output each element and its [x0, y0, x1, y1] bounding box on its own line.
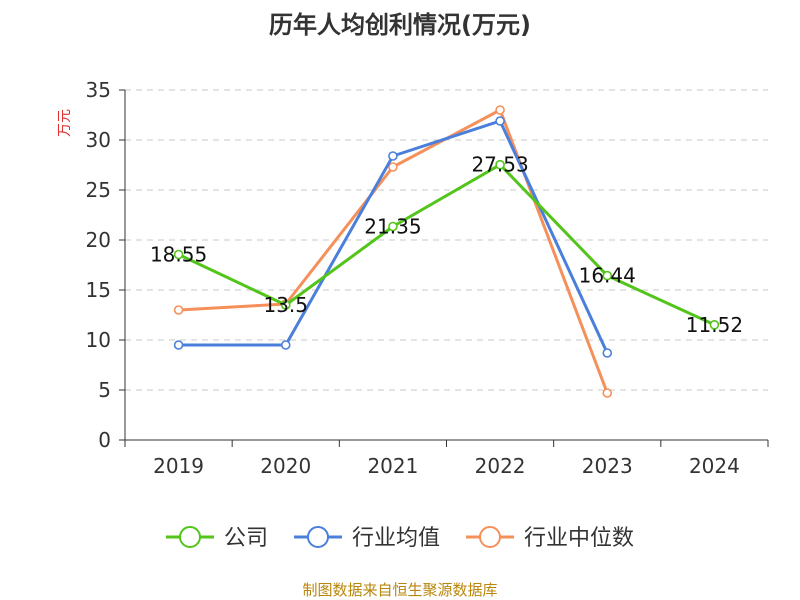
y-axis-label: 万元: [57, 109, 73, 137]
x-tick-label: 2021: [367, 454, 418, 478]
x-tick-label: 2019: [153, 454, 204, 478]
legend-marker: [307, 526, 329, 548]
y-tick-label: 10: [86, 328, 111, 352]
x-tick-label: 2023: [582, 454, 633, 478]
series-layer: [173, 105, 720, 398]
y-tick-label: 30: [86, 128, 111, 152]
y-tick-label: 15: [86, 278, 111, 302]
data-label: 13.5: [263, 293, 308, 317]
data-point: [280, 340, 291, 350]
data-point: [495, 159, 505, 170]
axes: 0 5 10 15 20 25 30 35 2019 2020 2021 2022 2023 2024: [86, 78, 769, 478]
x-tick-label: 2024: [689, 454, 740, 478]
legend: 公司 行业均值 行业中位数: [166, 526, 634, 551]
data-label: 11.52: [686, 313, 743, 337]
data-label: 18.55: [150, 243, 207, 267]
data-point: [602, 388, 613, 398]
legend-marker: [179, 526, 201, 548]
data-point: [495, 105, 505, 115]
y-tick-label: 25: [86, 178, 111, 202]
data-point: [173, 305, 184, 315]
legend-item[interactable]: 行业中位数: [466, 526, 634, 551]
y-tick-label: 5: [98, 378, 111, 402]
legend-item[interactable]: 公司: [166, 526, 268, 551]
x-tick-label: 2022: [475, 454, 526, 478]
data-point: [709, 319, 720, 330]
series-line: [177, 163, 716, 327]
data-point: [280, 300, 291, 310]
data-point: [602, 348, 613, 358]
data-point: [602, 270, 613, 281]
data-label: 16.44: [579, 264, 636, 288]
legend-label: 行业中位数: [524, 526, 634, 551]
data-labels: 18.55 13.5 21.35 27.53 16.44 11.52: [150, 153, 743, 337]
legend-label: 行业均值: [352, 526, 440, 551]
y-tick-label: 20: [86, 228, 111, 252]
data-label: 27.53: [471, 153, 528, 177]
data-point: [173, 340, 184, 350]
data-point: [388, 221, 398, 232]
data-point: [495, 116, 505, 126]
data-label: 21.35: [364, 215, 421, 239]
data-point: [388, 151, 398, 161]
data-point: [173, 249, 184, 260]
y-tick-label: 35: [86, 78, 111, 102]
y-tick-label: 0: [98, 428, 111, 452]
chart-title: 历年人均创利情况(万元): [269, 11, 531, 39]
x-tick-label: 2020: [260, 454, 311, 478]
legend-label: 公司: [224, 526, 268, 551]
source-note: 制图数据来自恒生聚源数据库: [302, 581, 497, 599]
legend-marker: [479, 526, 501, 548]
legend-item[interactable]: 行业均值: [294, 526, 440, 551]
data-point: [388, 162, 398, 172]
